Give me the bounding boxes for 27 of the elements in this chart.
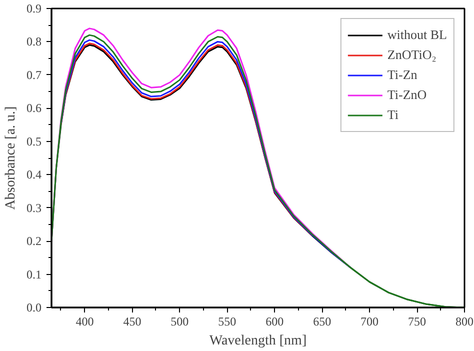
legend-label: Ti-ZnO xyxy=(387,87,427,103)
y-tick-label: 0.8 xyxy=(26,34,42,49)
y-tick-label: 0.1 xyxy=(26,267,42,282)
x-tick-label: 650 xyxy=(313,314,332,328)
y-axis-title: Absorbance [a. u.] xyxy=(4,106,18,210)
y-tick-label: 0.7 xyxy=(26,68,42,82)
x-tick-label: 600 xyxy=(266,314,284,328)
y-tick-label: 0.0 xyxy=(26,300,42,314)
x-tick-label: 400 xyxy=(76,314,94,328)
y-tick-label: 0.3 xyxy=(26,200,42,215)
y-tick-label: 0.5 xyxy=(26,134,42,148)
legend-label: without BL xyxy=(387,27,447,43)
x-tick-label: 750 xyxy=(408,314,426,328)
y-tick-label: 0.2 xyxy=(26,234,42,248)
legend-label: Ti-Zn xyxy=(387,67,418,83)
y-tick-label: 0.9 xyxy=(26,2,42,16)
legend-label: ZnOTiO₂ xyxy=(387,47,436,63)
x-tick-label: 800 xyxy=(456,314,474,328)
x-axis-title: Wavelength [nm] xyxy=(209,334,307,348)
x-tick-label: 500 xyxy=(170,314,189,328)
x-tick-label: 450 xyxy=(123,314,142,328)
legend-label: Ti xyxy=(387,107,400,123)
x-tick-label: 550 xyxy=(218,314,236,328)
line-series xyxy=(60,42,314,236)
y-tick-label: 0.6 xyxy=(26,101,42,116)
y-tick-label: 0.4 xyxy=(26,168,42,182)
x-tick-label: 700 xyxy=(360,314,379,328)
